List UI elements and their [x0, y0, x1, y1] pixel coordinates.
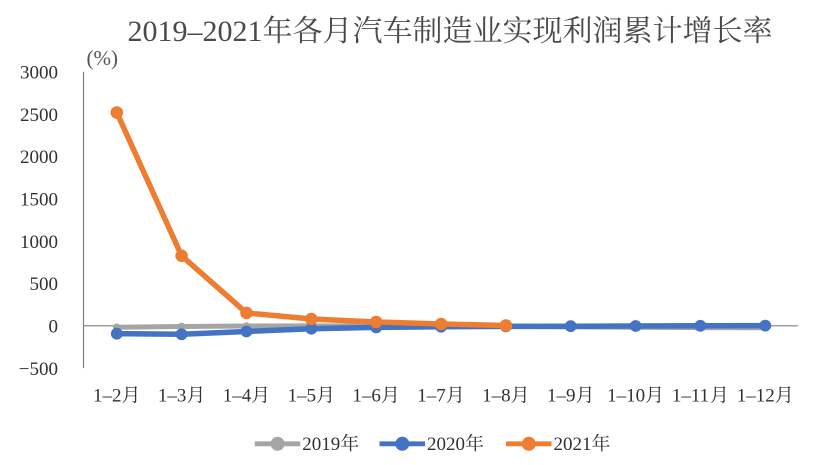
svg-text:1–10: 1–10	[607, 386, 645, 407]
svg-text:1–3: 1–3	[158, 386, 187, 407]
svg-text:−500: −500	[19, 359, 58, 380]
svg-text:2019: 2019	[302, 434, 340, 455]
svg-text:3000: 3000	[20, 63, 58, 84]
svg-text:0: 0	[49, 317, 59, 338]
svg-text:500: 500	[30, 274, 59, 295]
svg-text:1–9: 1–9	[547, 386, 576, 407]
svg-text:1–5: 1–5	[288, 386, 317, 407]
svg-text:1–11: 1–11	[672, 386, 709, 407]
svg-text:1–8: 1–8	[482, 386, 511, 407]
svg-text:2000: 2000	[20, 147, 58, 168]
svg-text:2020: 2020	[427, 434, 465, 455]
svg-text:1–6: 1–6	[352, 386, 381, 407]
svg-text:2019–2021: 2019–2021	[128, 15, 263, 48]
svg-text:(%): (%)	[87, 46, 118, 70]
svg-text:1–4: 1–4	[223, 386, 252, 407]
svg-text:2500: 2500	[20, 105, 58, 126]
svg-text:1000: 1000	[20, 232, 58, 253]
svg-text:1–12: 1–12	[737, 386, 775, 407]
svg-text:1–2: 1–2	[93, 386, 122, 407]
svg-text:1500: 1500	[20, 190, 58, 211]
svg-text:2021: 2021	[554, 434, 592, 455]
svg-text:1–7: 1–7	[417, 386, 446, 407]
